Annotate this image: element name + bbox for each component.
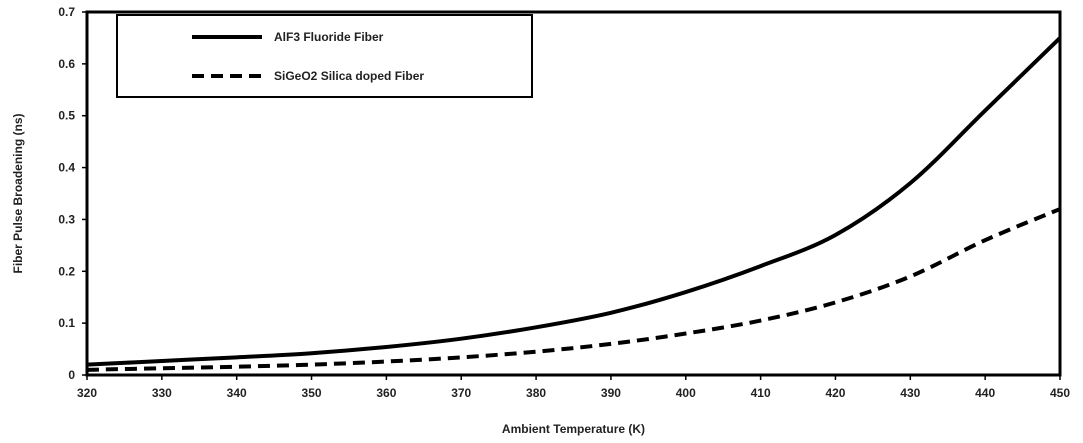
legend-label-2: SiGeO2 Silica doped Fiber (274, 69, 424, 83)
x-tick-label: 360 (376, 386, 396, 400)
x-tick-label: 430 (900, 386, 920, 400)
series-lines (86, 36, 1062, 372)
y-tick-label: 0.7 (58, 5, 75, 19)
legend-box (116, 14, 533, 98)
y-tick-label: 0.1 (58, 316, 75, 330)
x-tick-label: 320 (77, 386, 97, 400)
legend-label-1: AlF3 Fluoride Fiber (274, 30, 384, 44)
x-tick-label: 400 (676, 386, 696, 400)
y-tick-label: 0.2 (58, 264, 75, 278)
y-tick-label: 0.6 (58, 57, 75, 71)
series-line-2 (86, 207, 1061, 372)
x-tick-label: 420 (825, 386, 845, 400)
y-tick-label: 0.5 (58, 109, 75, 123)
x-tick-label: 380 (526, 386, 546, 400)
x-tick-label: 410 (751, 386, 771, 400)
x-tick-label: 440 (975, 386, 995, 400)
series-line-1 (86, 36, 1062, 367)
x-tick-label: 370 (451, 386, 471, 400)
x-tick-label: 330 (152, 386, 172, 400)
y-tick-label: 0.4 (58, 161, 75, 175)
y-tick-label: 0 (68, 368, 75, 382)
x-tick-label: 390 (601, 386, 621, 400)
x-tick-label: 340 (227, 386, 247, 400)
legend: AlF3 Fluoride Fiber SiGeO2 Silica doped F… (116, 14, 533, 98)
axes: 320 330 340 350 360 370 380 390 400 410 420 430 440 4… (11, 5, 1070, 436)
x-tick-label: 450 (1050, 386, 1070, 400)
y-tick-label: 0.3 (58, 212, 75, 226)
x-axis-title: Ambient Temperature (K) (502, 422, 645, 436)
y-axis-title: Fiber Pulse Broadening (ns) (11, 113, 25, 273)
x-tick-label: 350 (302, 386, 322, 400)
plot-frame (85, 10, 1062, 377)
